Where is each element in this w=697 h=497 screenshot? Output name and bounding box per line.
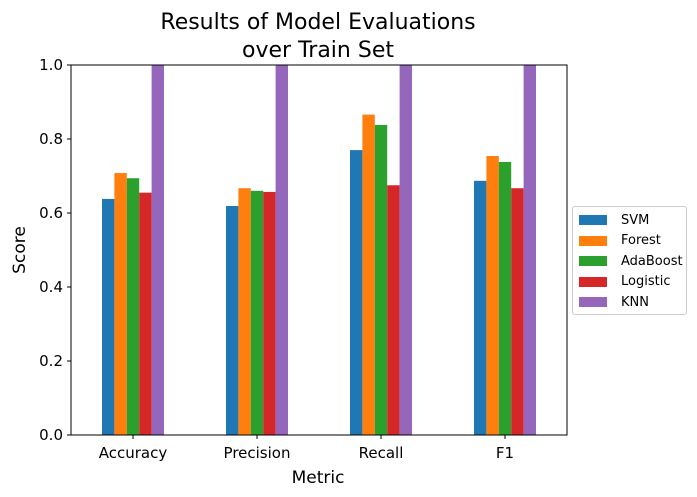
bars-group [102,65,536,436]
legend-swatch [579,256,607,267]
legend-swatch [579,235,607,246]
x-tick-label: Recall [359,444,404,462]
bar-adaboost-precision [250,190,264,435]
legend-swatch [579,215,607,226]
bar-adaboost-recall [374,124,388,435]
chart-title-line-1: Results of Model Evaluations [160,10,475,35]
bar-forest-precision [238,188,251,435]
bar-forest-f1 [486,156,499,435]
bar-knn-recall [399,65,412,435]
y-tick-label: 0.0 [39,426,63,444]
bar-forest-recall [362,114,375,435]
x-tick-label: Accuracy [99,444,168,462]
axes-group: 0.0 0.2 0.4 0.6 0.8 1.0 Accuracy Precision Recal… [39,56,568,462]
bar-adaboost-f1 [498,161,512,435]
bar-logistic-f1 [511,188,524,435]
y-tick-label: 0.2 [39,352,63,370]
legend-label: Forest [621,233,661,249]
legend-label: SVM [621,212,650,228]
x-tick-label: Precision [224,444,291,462]
y-tick-label: 1.0 [39,56,63,74]
bar-svm-recall [350,150,363,435]
legend-item-knn: KNN [579,292,686,313]
bar-forest-accuracy [114,173,127,436]
bar-svm-f1 [474,180,487,435]
y-tick-label: 0.8 [39,130,63,148]
bar-knn-precision [275,65,288,435]
bar-logistic-precision [263,191,276,435]
legend-label: Logistic [621,274,671,290]
chart-title-line-2: over Train Set [242,38,394,63]
legend-item-adaboost: AdaBoost [579,251,686,272]
bar-svm-precision [226,205,239,435]
legend-item-logistic: Logistic [579,272,686,293]
x-tick-label: F1 [496,444,514,462]
bar-logistic-accuracy [139,192,152,435]
y-tick-label: 0.6 [39,204,63,222]
y-tick-label: 0.4 [39,278,63,296]
legend-label: AdaBoost [621,253,683,269]
bar-knn-accuracy [151,65,164,435]
bar-svm-accuracy [102,198,115,435]
x-axis-label: Metric [292,468,345,488]
bar-knn-f1 [523,65,536,435]
legend-item-forest: Forest [579,231,686,252]
legend-swatch [579,297,607,308]
bar-adaboost-accuracy [126,178,140,435]
bar-logistic-recall [387,185,400,435]
plot-frame [70,64,568,436]
legend-label: KNN [621,294,649,310]
y-axis-label: Score [10,226,30,274]
legend: SVM Forest AdaBoost Logistic KNN [572,206,687,315]
legend-swatch [579,276,607,287]
legend-item-svm: SVM [579,210,686,231]
